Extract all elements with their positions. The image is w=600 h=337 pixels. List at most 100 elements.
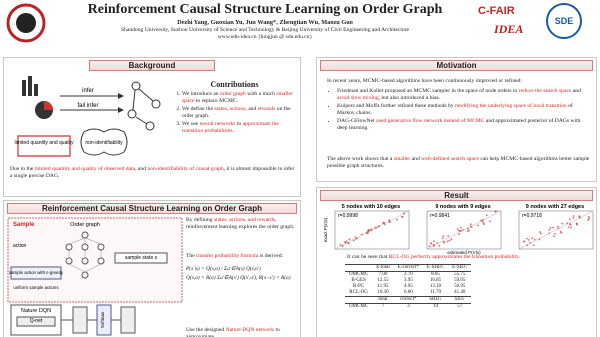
scatter-point <box>485 214 488 217</box>
scatter-plot: 9 nodes with 9 edges r=0.9841 estimated P(… <box>426 204 502 255</box>
scatter-point <box>549 226 552 229</box>
table-cell: 55.75 <box>454 272 466 277</box>
table-cell: 10.30 <box>377 290 389 295</box>
authors: Dezhi Yang, Guoxian Yu, Jun Wang*, Zheng… <box>177 19 353 26</box>
scatter-point <box>567 226 570 228</box>
scatter-point <box>561 222 564 225</box>
logo: IDEA <box>494 22 524 36</box>
list-item: We use neural networks to approximate th… <box>182 121 298 134</box>
y-axis-label: exact P(s'|s) <box>323 217 328 242</box>
highlight-text: well-defined search space <box>421 156 479 162</box>
scatter-point <box>458 230 461 233</box>
scatter-point <box>477 224 479 227</box>
scatter-point <box>469 223 472 226</box>
scatter-point <box>456 228 459 231</box>
scatter-point <box>441 237 444 239</box>
table-cell: B-GES <box>351 278 366 283</box>
motivation-outro: The above work shows that a smaller and … <box>327 156 592 169</box>
method-text: By defining states, actions, and rewards… <box>186 217 299 230</box>
scatter-point <box>538 238 541 241</box>
left-logo <box>6 3 46 43</box>
scatter-point <box>388 219 390 222</box>
scatter-point <box>442 235 445 238</box>
scatter-point <box>460 226 462 229</box>
title: Reinforcement Causal Structure Learning … <box>87 2 443 17</box>
method-text: Use the designed Nature DQN network to a… <box>186 327 299 337</box>
scatter-point <box>388 221 391 224</box>
list-item: We define the states, actions, and rewar… <box>182 106 298 119</box>
background-panel: Background infer fail infer limited quan… <box>3 57 301 197</box>
diagram-label: fail infer <box>77 103 98 109</box>
email: www.sdu-idea.cn {kingjun @ sdu.edu.cn} <box>217 34 313 40</box>
table-cell: 59.05 <box>454 278 466 283</box>
contributions-list: We introduce an order graph with a much … <box>174 91 298 137</box>
table-cell: 57 <box>457 304 463 309</box>
highlight-text: approximate the transition probabilities <box>182 121 279 134</box>
table-cell <box>345 296 373 304</box>
text: . <box>518 254 521 260</box>
list-item: Kuipers and Moffa further refined these … <box>337 103 591 116</box>
section-heading: Reinforcement Causal Structure Learning … <box>7 203 297 214</box>
highlight-text: rewards <box>257 106 276 113</box>
scatter-point <box>482 223 485 226</box>
table-row: OMCMC 7.00 2.70 8.65 55.75 <box>345 272 471 279</box>
scatter-point <box>538 231 541 233</box>
diagram-label: Q-net <box>30 318 43 324</box>
scatter-point <box>396 218 398 221</box>
scatter-point <box>352 239 355 242</box>
table-cell: RCL-OG <box>349 290 368 295</box>
method-panel: Reinforcement Causal Structure Learning … <box>3 200 301 337</box>
text: We define the <box>182 106 215 113</box>
table-header-cell: correct* <box>393 296 423 304</box>
diagram-label: sample action with ε-greedy <box>9 270 64 275</box>
table-header-cell: SID↓ <box>448 296 472 304</box>
scatter-point <box>443 241 446 244</box>
result-panel: Result 5 nodes with 10 edges r=0.9998 exac… <box>316 187 597 337</box>
result-table: E-total E-correct* E-SHD↓ E-SID↓ OMCMC 7.00 2.… <box>345 264 472 310</box>
diagonal <box>518 210 594 250</box>
highlight-text: states, actions, and rewards <box>213 217 276 223</box>
text: Use the designed <box>186 327 226 333</box>
text: is derived: <box>258 253 284 259</box>
list-item: We introduce an order graph with a much … <box>182 91 298 104</box>
table-row: RCL-OG 10.30 6.60 11.70 41.40 <box>345 290 471 297</box>
scatter-point <box>527 238 530 241</box>
highlight-text: limited quantity and quality of observed… <box>34 166 136 172</box>
table-header-cell: SHD↓ <box>422 296 449 304</box>
highlight-text: order graph <box>219 91 246 97</box>
scatter-point <box>354 236 357 238</box>
highlight-text: Nature DQN network <box>225 327 275 333</box>
scatter-point <box>531 237 534 240</box>
text: We use <box>182 121 200 128</box>
scatter-point <box>559 230 562 233</box>
text: and approximated posterior of DAGs with … <box>337 118 581 131</box>
background-summary: Due to the limited quantity and quality … <box>10 166 298 179</box>
x-axis-label: estimated P(s'|s) <box>447 250 481 255</box>
diagonal <box>334 210 410 250</box>
table-cell: 7 <box>381 304 385 309</box>
scatter-point <box>587 215 590 218</box>
table-cell: 3.95 <box>403 278 413 283</box>
scatter-point <box>568 218 571 221</box>
plot-title: 9 nodes with 27 edges <box>526 204 584 210</box>
scatter-point <box>587 219 590 221</box>
method-diagram: Sample Order graph action sample state s… <box>7 217 183 336</box>
scatter-point <box>576 223 578 226</box>
text: can help MCMC-based algorithms better sa… <box>327 156 590 169</box>
logo: SDE <box>546 3 582 39</box>
scatter-point <box>533 238 536 241</box>
section-heading: Result <box>320 190 593 201</box>
section-heading: Background <box>89 60 215 71</box>
diagram-label: Sample <box>13 222 35 228</box>
table-cell: 7.00 <box>378 272 388 277</box>
diagram-label: Softmax <box>100 311 105 328</box>
diagram-label: infer <box>82 88 94 94</box>
diagonal <box>426 210 502 250</box>
highlight-text: states, actions <box>214 106 246 113</box>
plot-title: 5 nodes with 10 edges <box>342 204 400 210</box>
formula: P(s'|s) = Q(s,a) / Σa'∈A(s) Q(s,a') Q(s,… <box>186 265 299 283</box>
list-item: DAG-GFlowNet used generative flow networ… <box>337 118 591 131</box>
scatter-plot: 5 nodes with 10 edges r=0.9998 exact P(s'|… <box>323 204 410 250</box>
scatter-point <box>383 223 386 226</box>
